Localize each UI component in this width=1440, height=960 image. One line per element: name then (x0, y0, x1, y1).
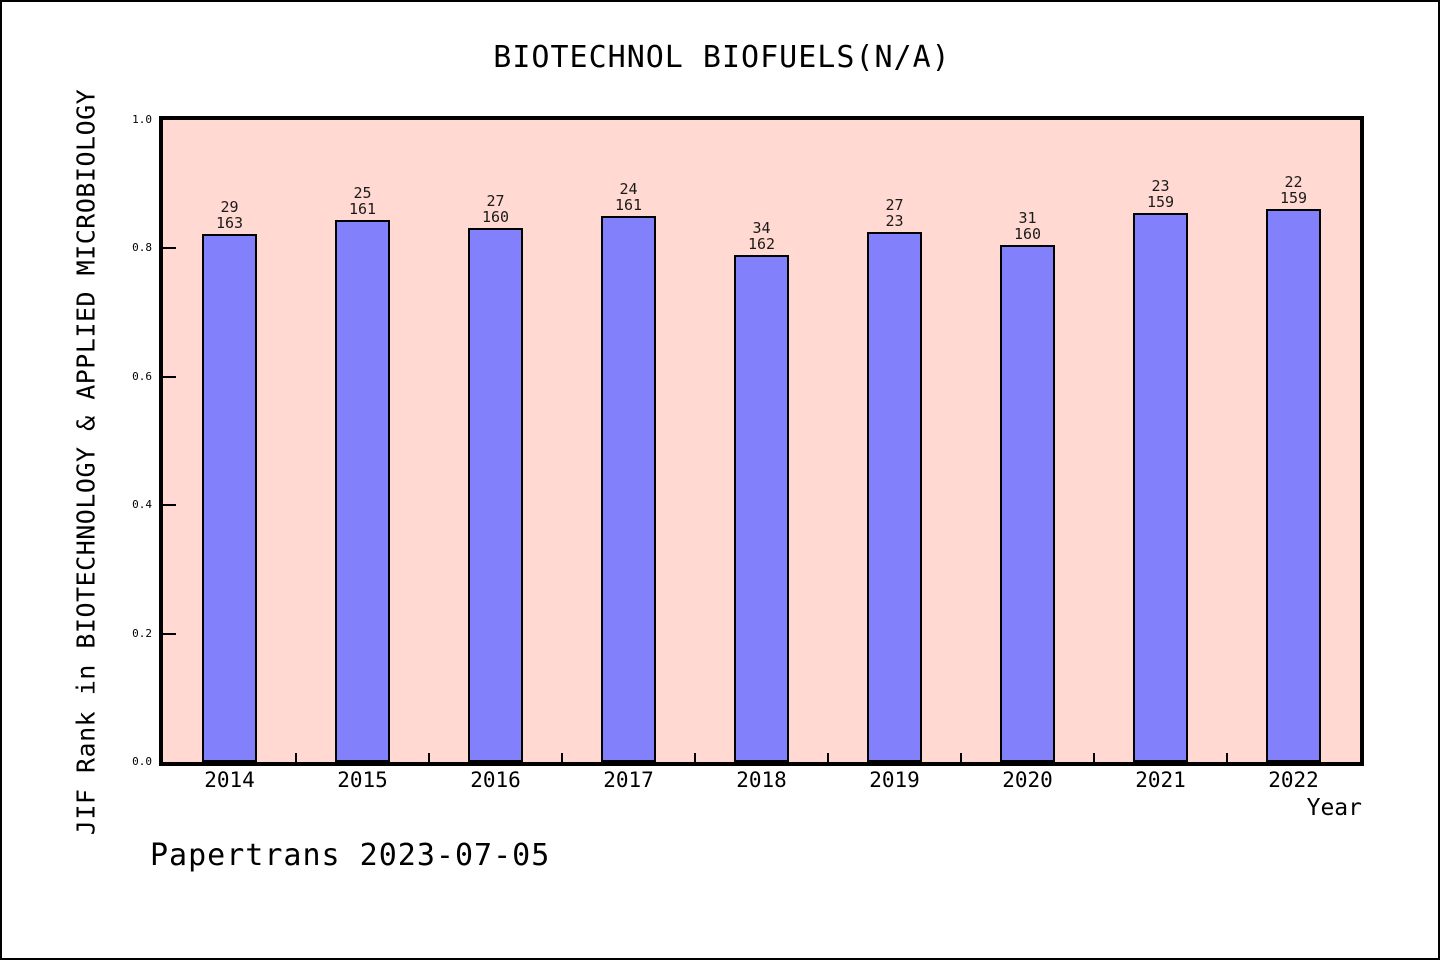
y-tick-label-0.0: 0.0 (132, 755, 152, 768)
bar-2022 (1266, 209, 1321, 762)
bar-rank-value: 23 (1151, 177, 1170, 195)
bar-value-label-2021: 23 159 (1101, 178, 1221, 210)
x-tick-label-2019: 2019 (869, 768, 920, 792)
x-axis-tick (1226, 753, 1228, 762)
bar-2020 (1000, 245, 1055, 762)
bar-total-value: 161 (348, 200, 377, 218)
bar-2021 (1133, 213, 1188, 762)
bar-value-label-2015: 25 161 (303, 185, 423, 217)
y-tick-label-0.8: 0.8 (132, 241, 152, 255)
plot-area: 29 163 25 161 27 160 24 161 34 162 27 23 31 160 23 159 2… (159, 116, 1364, 766)
x-tick-label-2021: 2021 (1135, 768, 1186, 792)
bar-value-label-2020: 31 160 (968, 210, 1088, 242)
x-tick-label-2018: 2018 (736, 768, 787, 792)
bar-2014 (202, 234, 257, 762)
y-axis-tick (163, 375, 176, 378)
y-axis-tick (163, 247, 176, 250)
y-tick-label-1.0: 1.0 (132, 113, 152, 126)
x-axis-tick (561, 753, 563, 762)
bar-total-value: 160 (481, 208, 510, 226)
footer-text: Papertrans 2023-07-05 (150, 838, 551, 873)
bar-value-label-2022: 22 159 (1234, 174, 1354, 206)
bar-rank-value: 27 (885, 196, 904, 214)
x-tick-label-2016: 2016 (470, 768, 521, 792)
bar-rank-value: 22 (1284, 173, 1303, 191)
x-tick-label-2020: 2020 (1002, 768, 1053, 792)
bar-rank-value: 31 (1018, 209, 1037, 227)
y-axis-tick (163, 504, 176, 507)
x-tick-label-2017: 2017 (603, 768, 654, 792)
y-axis-tick (163, 632, 176, 635)
bar-rank-value: 34 (752, 219, 771, 237)
x-axis-tick (428, 753, 430, 762)
bar-total-value: 160 (1013, 225, 1042, 243)
x-axis-label: Year (1306, 795, 1362, 821)
bar-2015 (335, 220, 390, 762)
bar-rank-value: 25 (353, 184, 372, 202)
bar-total-value: 159 (1146, 193, 1175, 211)
bar-2017 (601, 216, 656, 762)
bar-2018 (734, 255, 789, 762)
y-tick-label-0.4: 0.4 (132, 498, 152, 512)
bar-2019 (867, 232, 922, 762)
bar-value-label-2016: 27 160 (436, 193, 556, 225)
bar-total-value: 159 (1279, 189, 1308, 207)
bar-rank-value: 27 (486, 192, 505, 210)
bar-value-label-2017: 24 161 (569, 181, 689, 213)
x-axis-tick (694, 753, 696, 762)
x-axis-tick (827, 753, 829, 762)
x-axis-tick (960, 753, 962, 762)
bar-total-value: 162 (747, 235, 776, 253)
x-tick-label-2015: 2015 (337, 768, 388, 792)
y-axis-label: JIF Rank in BIOTECHNOLOGY & APPLIED MICR… (71, 88, 101, 836)
bar-rank-value: 29 (220, 198, 239, 216)
y-tick-label-0.2: 0.2 (132, 626, 152, 640)
bar-rank-value: 24 (619, 180, 638, 198)
bar-total-value: 161 (614, 196, 643, 214)
x-axis-tick (295, 753, 297, 762)
bar-total-value: 163 (215, 214, 244, 232)
bar-2016 (468, 228, 523, 762)
x-axis-tick (1093, 753, 1095, 762)
bar-total-value: 23 (885, 212, 904, 230)
bar-value-label-2018: 34 162 (702, 220, 822, 252)
y-tick-label-0.6: 0.6 (132, 369, 152, 383)
chart-title: BIOTECHNOL BIOFUELS(N/A) (493, 40, 951, 75)
bar-value-label-2019: 27 23 (835, 197, 955, 229)
bar-value-label-2014: 29 163 (170, 199, 290, 231)
x-tick-label-2022: 2022 (1268, 768, 1319, 792)
x-tick-label-2014: 2014 (204, 768, 255, 792)
